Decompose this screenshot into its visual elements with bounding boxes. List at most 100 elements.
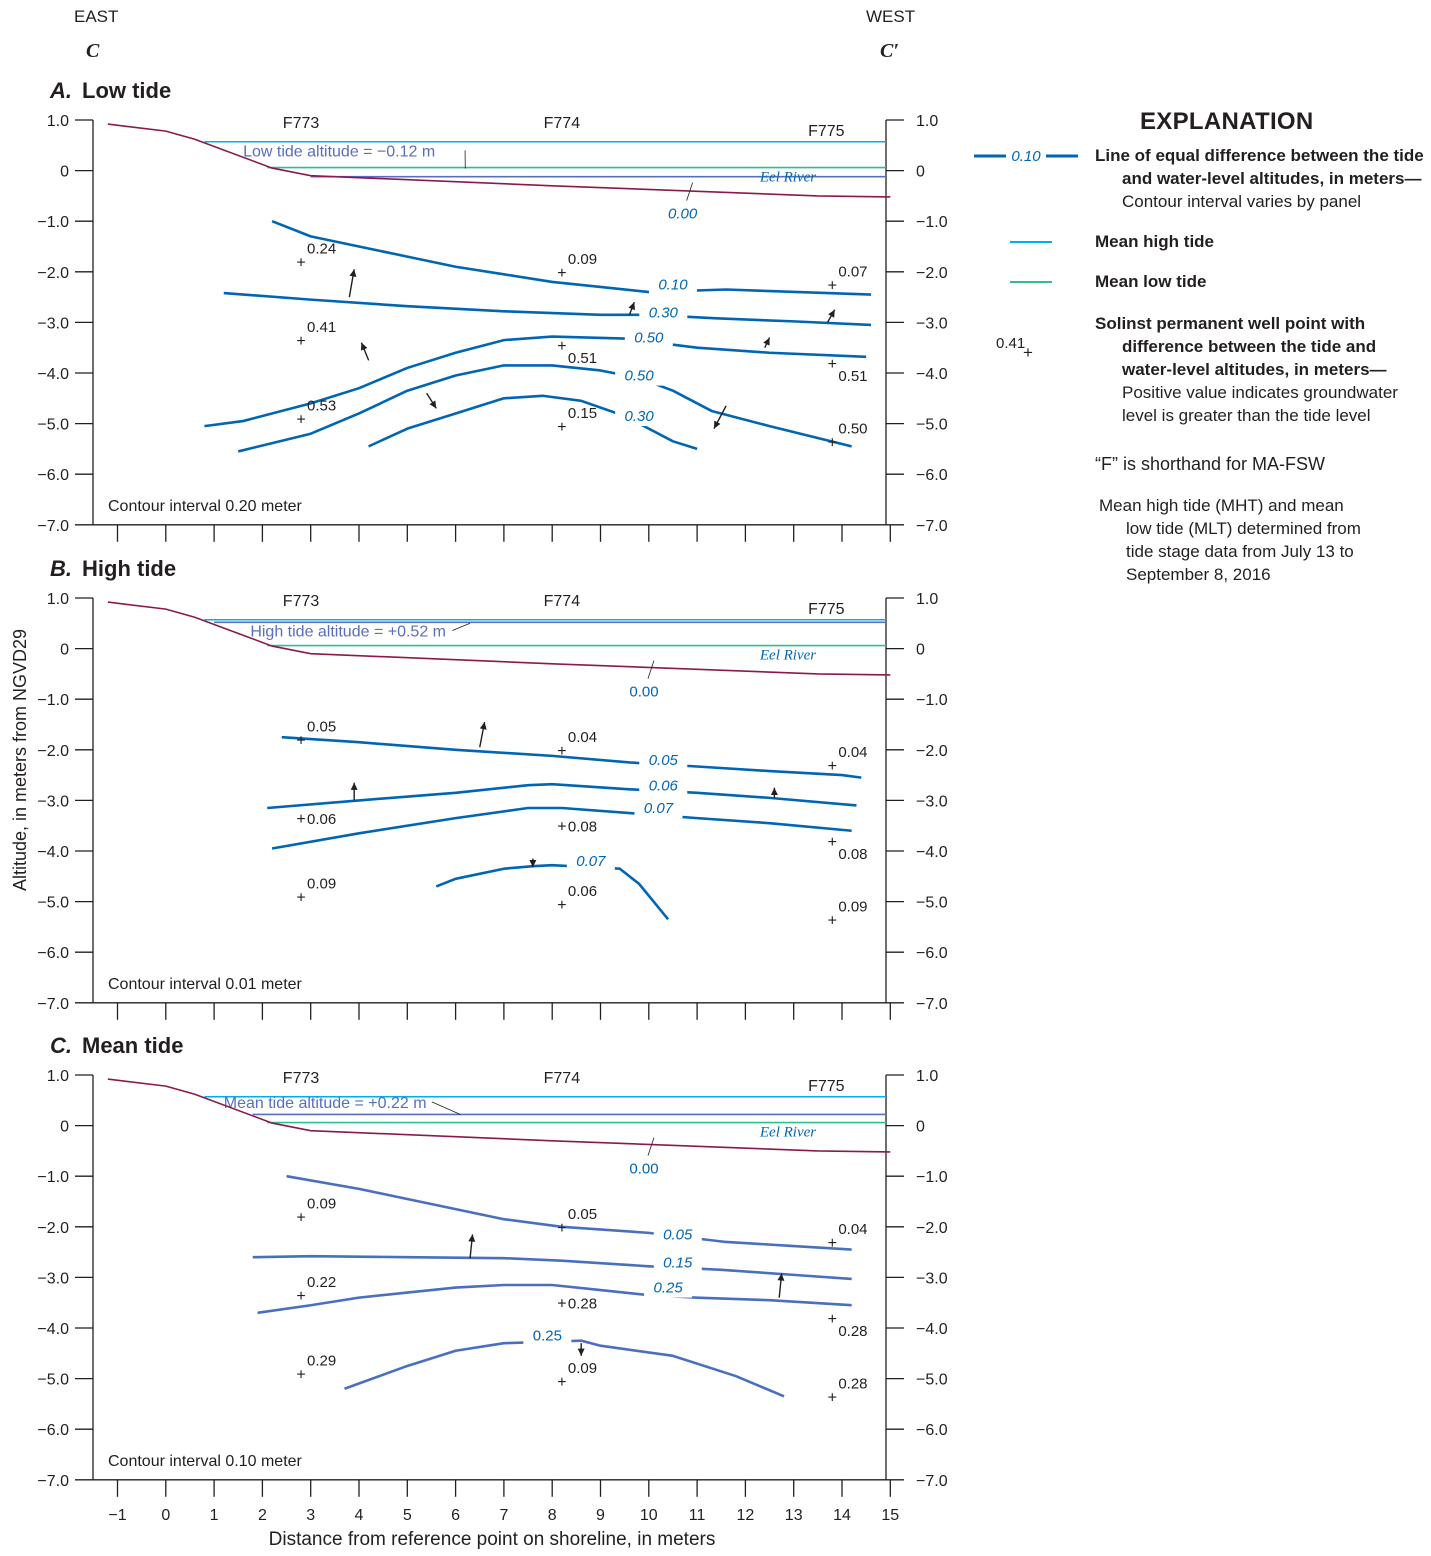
y-tick-label-right: −2.0 [916, 1220, 948, 1237]
y-tick-label-left: −6.0 [37, 1422, 69, 1439]
x-tick-label: 13 [785, 1507, 803, 1524]
mlt-desc: Mean low tide [1095, 272, 1207, 291]
section-end-label: C′ [880, 40, 899, 62]
contour-line [267, 782, 857, 810]
explanation-title: EXPLANATION [1140, 108, 1314, 135]
contour-label-mask [523, 1326, 572, 1346]
tide-altitude-label: High tide altitude = +0.52 m [250, 623, 446, 640]
y-tick-label-right: −5.0 [916, 1372, 948, 1389]
well-point-value: 0.09 [838, 898, 867, 915]
well-point-value: 0.06 [307, 811, 336, 828]
well-name-label: F773 [283, 593, 320, 610]
y-tick-label-left: 0 [60, 642, 69, 659]
y-tick-label-left: 1.0 [47, 1068, 69, 1085]
flow-arrow-head-icon [429, 400, 437, 409]
y-tick-label-left: −7.0 [37, 996, 69, 1013]
x-tick-label: 12 [737, 1507, 755, 1524]
y-tick-label-left: −2.0 [37, 743, 69, 760]
ground-surface-line [107, 123, 891, 198]
svg-text:+: + [1023, 343, 1033, 362]
well-point-marker: + [296, 412, 305, 429]
x-tick-label: 5 [403, 1507, 412, 1524]
contour-label-mask [615, 366, 664, 386]
well-point-marker: + [828, 834, 837, 851]
contour-label: 0.07 [644, 800, 674, 817]
contour-label: 0.15 [663, 1254, 693, 1271]
contour-line [435, 863, 670, 921]
x-tick-label: 0 [161, 1507, 170, 1524]
contour-label: 0.30 [649, 304, 679, 321]
y-tick-label-right: −7.0 [916, 518, 948, 535]
well-point-value: 0.04 [568, 729, 597, 746]
west-label: WEST [866, 7, 915, 26]
y-tick-label-right: 0 [916, 1119, 925, 1136]
zero-label-leader [647, 660, 655, 679]
well-point-marker: + [828, 1389, 837, 1406]
well-point-value: 0.50 [838, 420, 867, 437]
ground-surface-line [107, 601, 891, 676]
contour-line [271, 219, 872, 296]
y-tick-label-left: 1.0 [47, 591, 69, 608]
well-point-value: 0.15 [568, 405, 597, 422]
contour-label-mask [639, 750, 688, 770]
contour-label-mask [644, 1278, 693, 1298]
contour-label-mask [634, 799, 683, 819]
y-tick-label-left: 1.0 [47, 113, 69, 130]
y-tick-label-right: −4.0 [916, 1321, 948, 1338]
well-point-value: 0.53 [307, 398, 336, 415]
y-tick-label-left: −3.0 [37, 1270, 69, 1287]
y-tick-label-left: −6.0 [37, 945, 69, 962]
contour-label-mask [653, 1253, 702, 1273]
well-desc-4: Positive value indicates groundwater [1122, 383, 1398, 402]
well-desc-2: difference between the tide and [1122, 337, 1377, 356]
well-point-value: 0.24 [307, 241, 336, 258]
x-tick-label: 3 [306, 1507, 315, 1524]
panel-high-tide: B. High tide 1.0 1.0 0 0 −1.0 −1.0 −2.0 −2.0 −3.0 −… [37, 556, 948, 1020]
y-tick-label-right: 0 [916, 642, 925, 659]
y-axis-label: Altitude, in meters from NGVD29 [10, 629, 30, 891]
y-tick-label-left: −3.0 [37, 793, 69, 810]
eel-river-label: Eel River [759, 648, 816, 664]
well-point-value: 0.41 [307, 319, 336, 336]
zero-contour-label: 0.00 [668, 206, 698, 223]
y-tick-label-right: −7.0 [916, 1473, 948, 1490]
mlt-line-symbol [1010, 281, 1052, 283]
y-tick-label-left: 0 [60, 1119, 69, 1136]
flow-arrow-head-icon [360, 342, 368, 351]
contour-line [281, 735, 862, 779]
panel-title: Mean tide [82, 1033, 183, 1058]
well-point-marker: + [828, 758, 837, 775]
flow-arrow-head-icon [777, 1273, 785, 1281]
contour-label-mask [653, 1225, 702, 1245]
ground-surface-line [107, 1078, 891, 1153]
well-point-value: 0.09 [307, 876, 336, 893]
well-point-value: 0.08 [568, 819, 597, 836]
zero-contour-label: 0.00 [629, 1161, 658, 1178]
mht-note-1: Mean high tide (MHT) and mean [1099, 496, 1344, 515]
y-tick-label-right: −6.0 [916, 1422, 948, 1439]
well-name-label: F774 [544, 1070, 581, 1087]
well-point-value: 0.28 [838, 1323, 867, 1340]
y-tick-label-right: −3.0 [916, 1270, 948, 1287]
panel-low-tide: A. Low tide 1.0 1.0 0 0 −1.0 −1.0 −2.0 −2.0 −3.0 −3… [37, 78, 948, 542]
well-desc-1: Solinst permanent well point with [1095, 314, 1366, 333]
well-name-label: F775 [808, 601, 845, 618]
well-name-label: F773 [283, 115, 320, 132]
y-tick-label-left: −1.0 [37, 214, 69, 231]
contour-interval-label: Contour interval 0.01 meter [108, 976, 303, 993]
contour-interval-label: Contour interval 0.20 meter [108, 498, 303, 515]
contour-desc-1: Line of equal difference between the tid… [1095, 146, 1424, 165]
x-tick-label: 1 [210, 1507, 219, 1524]
well-desc-3: water-level altitudes, in meters— [1122, 360, 1387, 379]
y-tick-label-right: −1.0 [916, 692, 948, 709]
well-point-symbol: 0.41 + [996, 335, 1033, 362]
y-tick-label-right: 0 [916, 164, 925, 181]
flow-arrow-head-icon [350, 782, 358, 790]
flow-arrow-head-icon [349, 269, 357, 277]
flow-arrow-head-icon [628, 302, 635, 311]
well-point-marker: + [296, 255, 305, 272]
x-tick-label: 8 [548, 1507, 557, 1524]
y-tick-label-right: −5.0 [916, 895, 948, 912]
y-tick-label-right: 1.0 [916, 1068, 938, 1085]
y-tick-label-left: 0 [60, 164, 69, 181]
